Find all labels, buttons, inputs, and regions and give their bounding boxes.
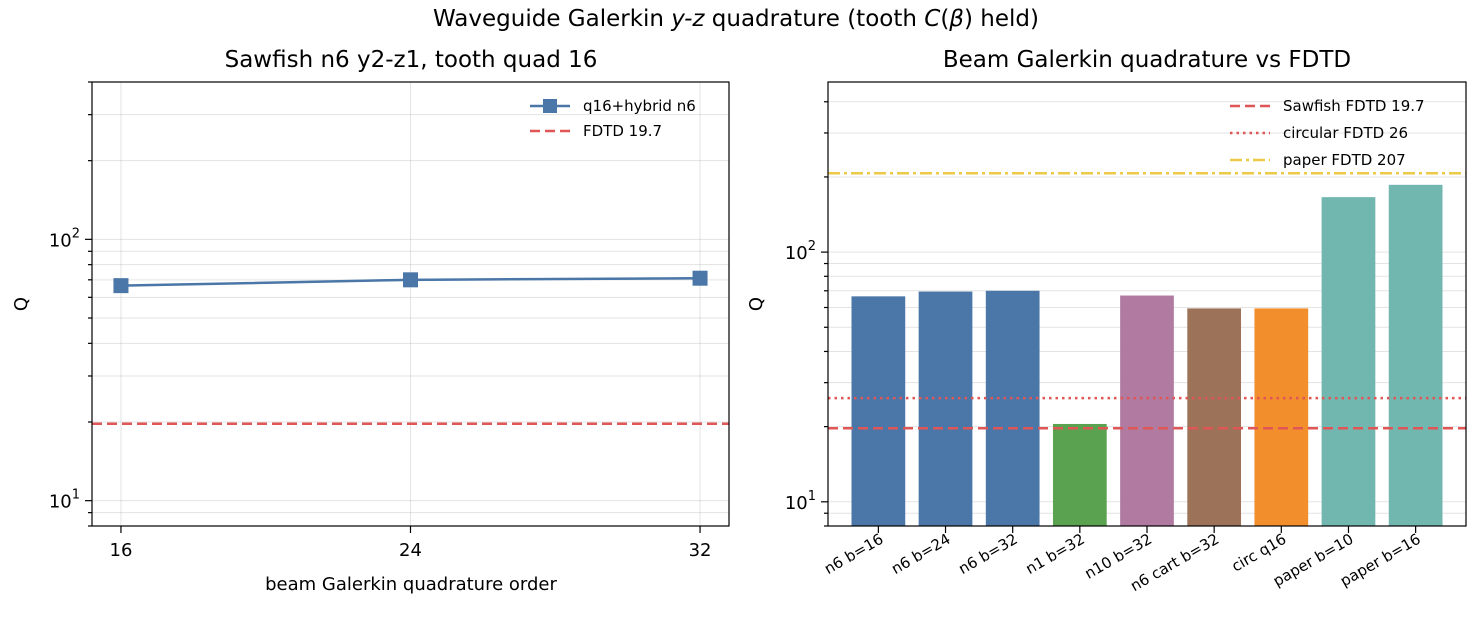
left-y-tick-base: 10 xyxy=(49,492,72,513)
right-y-tick-label: 102 xyxy=(785,239,816,264)
figure-title-part: β xyxy=(948,6,964,32)
left-data-point xyxy=(403,272,418,288)
right-y-tick-base: 10 xyxy=(785,243,808,264)
right-legend: Sawfish FDTD 19.7 circular FDTD 26 paper F… xyxy=(1230,97,1425,169)
right-chart: Beam Galerkin quadrature vs FDTD 101102n… xyxy=(746,47,1467,595)
left-y-axis-label: Q xyxy=(11,297,32,311)
bar xyxy=(1187,308,1242,526)
right-x-tick-label: n6 b=32 xyxy=(955,530,1020,578)
bar xyxy=(985,290,1040,526)
right-y-tick-label: 101 xyxy=(785,489,816,514)
legend-entry-label: Sawfish FDTD 19.7 xyxy=(1283,97,1425,115)
left-chart-title: Sawfish n6 y2-z1, tooth quad 16 xyxy=(225,47,598,73)
right-y-tick-base: 10 xyxy=(785,493,808,514)
legend-entry-label: paper FDTD 207 xyxy=(1283,151,1406,169)
left-chart: Sawfish n6 y2-z1, tooth quad 16 16 24 32 10… xyxy=(11,47,730,595)
bar xyxy=(1052,423,1107,526)
figure-title-part: ( xyxy=(940,6,949,32)
figure-title-part: y-z xyxy=(670,6,705,32)
legend-entry-label: circular FDTD 26 xyxy=(1283,124,1408,142)
legend-entry-label: q16+hybrid n6 xyxy=(583,97,696,115)
bar xyxy=(918,291,973,526)
left-y-tick-label: 101 xyxy=(49,488,80,513)
right-chart-title: Beam Galerkin quadrature vs FDTD xyxy=(943,47,1351,73)
left-gridlines xyxy=(92,81,729,527)
figure-title-part: ) held) xyxy=(964,6,1039,32)
bar xyxy=(851,296,906,526)
left-data-point xyxy=(113,278,129,294)
right-x-tick-label: n1 b=32 xyxy=(1023,530,1088,578)
left-y-tick-label: 102 xyxy=(49,226,80,251)
left-x-axis-label: beam Galerkin quadrature order xyxy=(265,574,557,595)
left-y-tick-base: 10 xyxy=(49,230,72,251)
right-x-tick-label: n6 b=24 xyxy=(888,530,953,578)
right-y-tick-exponent: 2 xyxy=(808,239,816,254)
figure-title: Waveguide Galerkin y-z quadrature (tooth… xyxy=(433,6,1039,32)
right-bars xyxy=(851,184,1443,527)
right-y-axis-label: Q xyxy=(746,297,767,311)
left-y-tick-exponent: 1 xyxy=(72,488,80,503)
figure-title-part: C xyxy=(924,6,940,32)
figure-title-part: quadrature (tooth xyxy=(704,6,924,32)
bar xyxy=(1120,295,1174,526)
left-x-tick-label: 32 xyxy=(689,540,712,561)
bar xyxy=(1254,308,1309,526)
left-legend: q16+hybrid n6 FDTD 19.7 xyxy=(530,97,696,140)
figure-title-part: Waveguide Galerkin xyxy=(433,6,671,32)
legend-marker-sample xyxy=(543,99,557,113)
left-x-tick-label: 16 xyxy=(110,540,133,561)
left-y-tick-exponent: 2 xyxy=(72,226,80,241)
left-data-point xyxy=(692,270,708,286)
right-y-tick-exponent: 1 xyxy=(808,489,816,504)
left-x-tick-label: 24 xyxy=(399,540,422,561)
right-reference-lines xyxy=(828,171,1466,430)
legend-entry-label: FDTD 19.7 xyxy=(583,122,662,140)
right-x-tick-label: n6 b=16 xyxy=(821,530,886,578)
left-series xyxy=(113,270,708,294)
bar xyxy=(1388,184,1443,526)
bar xyxy=(1321,197,1376,527)
